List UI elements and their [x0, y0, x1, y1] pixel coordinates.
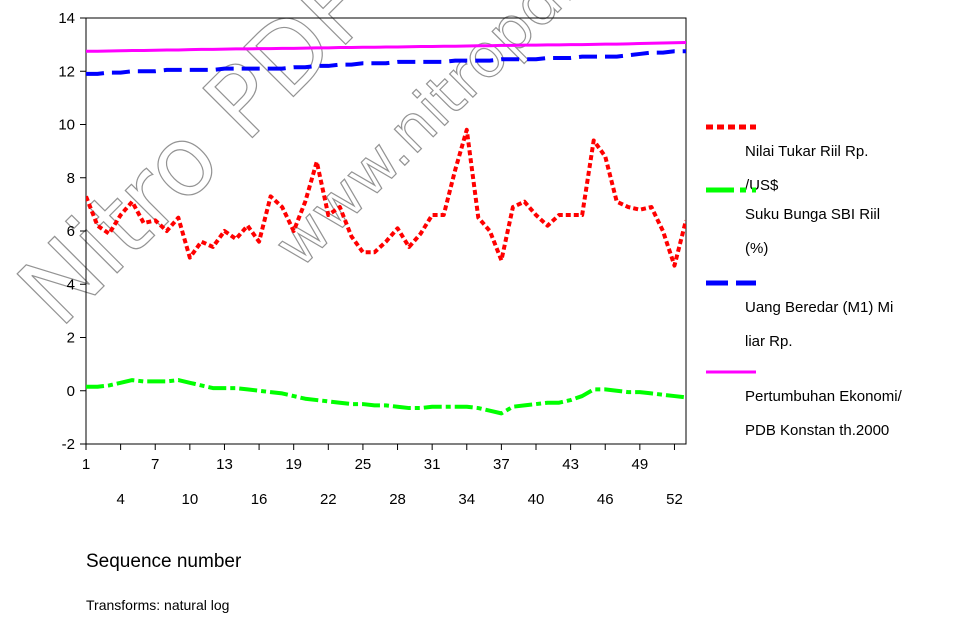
x-tick-label: 52 [666, 491, 683, 508]
x-tick-label: 1 [82, 456, 90, 473]
y-tick-label: 8 [67, 170, 75, 187]
series-line-1 [86, 127, 686, 268]
x-axis-label: Sequence number [86, 551, 242, 572]
y-tick-label: 0 [67, 383, 75, 400]
x-tick-label: 25 [355, 456, 372, 473]
legend-label: liar Rp. [745, 333, 793, 350]
legend-label: PDB Konstan th.2000 [745, 422, 889, 439]
x-tick-label: 31 [424, 456, 441, 473]
x-tick-label: 28 [389, 491, 406, 508]
legend-label: Pertumbuhan Ekonomi/ [745, 388, 903, 405]
y-tick-label: 10 [58, 117, 75, 134]
x-tick-label: 49 [632, 456, 649, 473]
legend-label: Suku Bunga SBI Riil [745, 206, 880, 223]
x-axis: 1 7 13 19 25 31 37 43 49 4 10 16 22 28 34 40 46 52 [82, 444, 683, 508]
y-tick-label: -2 [62, 436, 75, 453]
y-tick-label: 6 [67, 223, 75, 240]
transform-note: Transforms: natural log [86, 597, 229, 613]
x-tick-label: 34 [458, 491, 475, 508]
x-tick-label: 46 [597, 491, 614, 508]
y-tick-label: 12 [58, 63, 75, 80]
y-tick-label: 2 [67, 330, 75, 347]
x-tick-label: 22 [320, 491, 337, 508]
series-line-4 [86, 40, 686, 53]
legend-label: Uang Beredar (M1) Mi [745, 299, 893, 316]
legend-label: (%) [745, 240, 768, 257]
x-tick-label: 37 [493, 456, 510, 473]
series-line-2 [86, 378, 686, 416]
series-line-3 [86, 49, 686, 76]
x-tick-label: 16 [251, 491, 268, 508]
x-tick-label: 43 [562, 456, 579, 473]
y-tick-label: 14 [58, 10, 75, 27]
y-axis: -2 0 2 4 6 8 10 12 14 [58, 10, 86, 453]
x-tick-label: 40 [528, 491, 545, 508]
x-tick-label: 4 [116, 491, 124, 508]
x-tick-label: 19 [285, 456, 302, 473]
series-layer [86, 40, 686, 416]
x-tick-label: 7 [151, 456, 159, 473]
x-tick-label: 13 [216, 456, 233, 473]
legend-label: /US$ [745, 177, 779, 194]
legend: Nilai Tukar Riil Rp. /US$ Suku Bunga SBI R… [706, 124, 903, 439]
legend-label: Nilai Tukar Riil Rp. [745, 143, 868, 160]
y-tick-label: 4 [67, 276, 75, 293]
x-tick-label: 10 [182, 491, 199, 508]
